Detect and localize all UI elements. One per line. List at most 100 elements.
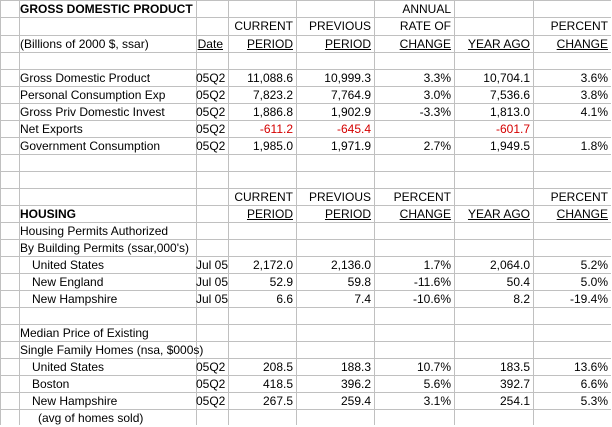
year-ago-value: 2,064.0	[489, 258, 530, 272]
row-label: Gross Domestic Product	[20, 71, 151, 85]
row-date: 05Q2	[196, 88, 226, 102]
year-ago-value: 1,813.0	[489, 105, 530, 119]
percent-change: 1.8%	[580, 139, 608, 153]
row-label: Net Exports	[20, 122, 83, 136]
year-ago-value: 50.4	[506, 275, 530, 289]
year-ago-value: 183.5	[499, 360, 530, 374]
year-ago-value: 10,704.1	[483, 71, 530, 85]
percent-change: -19.4%	[569, 292, 608, 306]
percent-change: 5.3%	[580, 394, 608, 408]
row-label: New Hampshire	[32, 292, 118, 306]
header-period: PERIOD	[246, 37, 293, 51]
rate-of-change: 3.0%	[423, 88, 451, 102]
year-ago-value: -601.7	[495, 122, 530, 136]
row-date: 05Q2	[196, 394, 226, 408]
header-previous: PREVIOUS	[308, 190, 371, 204]
row-date: Jul 05	[196, 292, 229, 306]
current-value: 1,886.8	[252, 105, 293, 119]
header-change: CHANGE	[399, 37, 451, 51]
previous-value: 1,971.9	[330, 139, 371, 153]
row-date: 05Q2	[196, 377, 226, 391]
year-ago-value: 1,949.5	[489, 139, 530, 153]
housing-title: HOUSING	[20, 207, 77, 221]
row-date: 05Q2	[196, 71, 226, 85]
header-percent: PERCENT	[550, 19, 608, 33]
row-label: United States	[32, 258, 105, 272]
percent-change: 6.6%	[580, 377, 608, 391]
current-value: 11,088.6	[247, 71, 293, 85]
row-label: Personal Consumption Exp	[20, 88, 166, 102]
percent-change: 13.6%	[573, 360, 608, 374]
percent-change: 5.0%	[580, 275, 608, 289]
header-rate-of: RATE OF	[399, 19, 451, 33]
header-period: PERIOD	[324, 207, 371, 221]
rate-of-change	[374, 121, 451, 138]
header-year-ago: YEAR AGO	[467, 207, 530, 221]
row-date: 05Q2	[196, 105, 226, 119]
percent-change: 5.6%	[423, 377, 451, 391]
current-value: 52.9	[269, 275, 293, 289]
row-label: Government Consumption	[20, 139, 161, 153]
percent-change: 3.8%	[580, 88, 608, 102]
footnote: (avg of homes sold)	[38, 411, 144, 425]
current-value: 6.6	[276, 292, 293, 306]
current-value: 267.5	[262, 394, 293, 408]
previous-value: 7.4	[354, 292, 371, 306]
row-label: New Hampshire	[32, 394, 118, 408]
row-date: 05Q2	[196, 122, 226, 136]
median-label: Median Price of Existing	[20, 326, 149, 340]
previous-value: 59.8	[347, 275, 371, 289]
permits-label: By Building Permits (ssar,000's)	[20, 241, 190, 255]
previous-value: 188.3	[340, 360, 371, 374]
percent-change: 1.7%	[423, 258, 451, 272]
row-date: 05Q2	[196, 139, 226, 153]
percent-change: 3.6%	[580, 71, 608, 85]
row-label: New England	[32, 275, 104, 289]
percent-change: 3.1%	[423, 394, 451, 408]
previous-value: -645.4	[336, 122, 371, 136]
percent-change: 4.1%	[580, 105, 608, 119]
current-value: 2,172.0	[252, 258, 293, 272]
rate-of-change: 3.3%	[423, 71, 451, 85]
previous-value: 1,902.9	[330, 105, 371, 119]
header-year-ago: YEAR AGO	[467, 37, 530, 51]
median-label: Single Family Homes (nsa, $000s)	[20, 343, 204, 357]
header-change: CHANGE	[556, 37, 608, 51]
row-date: Jul 05	[196, 275, 229, 289]
percent-change	[533, 121, 608, 138]
current-value: 418.5	[262, 377, 293, 391]
permits-label: Housing Permits Authorized	[20, 224, 169, 238]
current-value: -611.2	[259, 122, 293, 136]
header-percent: PERCENT	[550, 190, 608, 204]
row-date: 05Q2	[196, 360, 226, 374]
year-ago-value: 8.2	[513, 292, 530, 306]
current-value: 7,823.2	[252, 88, 293, 102]
year-ago-value: 392.7	[499, 377, 530, 391]
previous-value: 7,764.9	[330, 88, 371, 102]
previous-value: 259.4	[340, 394, 371, 408]
header-percent: PERCENT	[393, 190, 451, 204]
current-value: 208.5	[262, 360, 293, 374]
header-period: PERIOD	[324, 37, 371, 51]
previous-value: 10,999.3	[324, 71, 371, 85]
header-change: CHANGE	[556, 207, 608, 221]
percent-change: 10.7%	[416, 360, 451, 374]
gdp-subtitle: (Billions of 2000 $, ssar)	[20, 37, 149, 51]
header-annual: ANNUAL	[402, 2, 451, 16]
year-ago-value: 254.1	[499, 394, 530, 408]
header-current: CURRENT	[234, 19, 293, 33]
gdp-title: GROSS DOMESTIC PRODUCT	[20, 2, 193, 16]
row-label: Gross Priv Domestic Invest	[20, 105, 165, 119]
rate-of-change: -3.3%	[419, 105, 451, 119]
year-ago-value: 7,536.6	[489, 88, 530, 102]
current-value: 1,985.0	[252, 139, 293, 153]
header-previous: PREVIOUS	[308, 19, 371, 33]
row-label: Boston	[32, 377, 70, 391]
header-date: Date	[197, 37, 223, 51]
header-period: PERIOD	[246, 207, 293, 221]
previous-value: 2,136.0	[330, 258, 371, 272]
percent-change: 5.2%	[580, 258, 608, 272]
header-current: CURRENT	[234, 190, 293, 204]
percent-change: -11.6%	[413, 275, 451, 289]
